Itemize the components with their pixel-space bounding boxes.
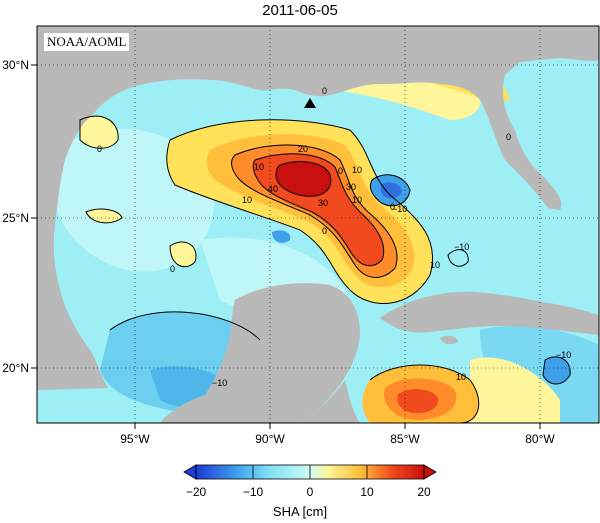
land-us-gulf-coast — [37, 26, 599, 390]
credit-label: NOAA/AOML — [44, 33, 130, 51]
land-florida — [505, 26, 599, 70]
contour-label: 0 — [506, 132, 511, 142]
land-cuba — [380, 291, 599, 335]
lat-tick-label-25n: 25°N — [2, 211, 29, 225]
contour-label: −10 — [212, 378, 227, 388]
lon-tick-label-95w: 95°W — [120, 432, 150, 446]
contour-label: 10 — [242, 195, 252, 205]
lon-tick-label-80w: 80°W — [525, 432, 555, 446]
colorbar-tick-label: 0 — [307, 485, 314, 499]
colorbar: −20 −10 0 10 20 — [183, 464, 437, 499]
contour-label: 10 — [456, 372, 466, 382]
colorbar-tick-label: 10 — [360, 485, 374, 499]
warm-region-west-small — [86, 209, 122, 223]
contour-label: 10 — [352, 165, 362, 175]
warm-region-west-blob — [80, 116, 119, 149]
land-central-america — [300, 380, 360, 423]
colorbar-label: SHA [cm] — [272, 504, 328, 519]
warm-region-south-right — [470, 357, 560, 423]
caribbean-eddy-core — [397, 389, 439, 414]
warm-region-center-small — [170, 241, 196, 267]
contour-label: 0 — [322, 86, 327, 96]
lat-tick-label-20n: 20°N — [2, 361, 29, 375]
colorbar-tick-label: −20 — [186, 485, 207, 499]
land-yucatan — [160, 283, 360, 423]
contour-label: −10 — [392, 204, 407, 214]
contour-label: 10 — [352, 195, 362, 205]
lon-tick-label-90w: 90°W — [255, 432, 285, 446]
colorbar-min-arrow — [183, 464, 197, 480]
contour-label: 10 — [430, 260, 440, 270]
lon-tick-label-85w: 85°W — [390, 432, 420, 446]
contour-label: 20 — [298, 144, 308, 154]
land-isle-of-pines — [440, 335, 458, 345]
loop-current-center — [276, 161, 331, 197]
contour-label: 30 — [346, 182, 356, 192]
contour-label: −10 — [454, 242, 469, 252]
contour-lines — [79, 115, 571, 423]
cold-eddy-caribbean — [543, 356, 571, 385]
contour-label: 30 — [318, 198, 328, 208]
contour-label: 0 — [322, 226, 327, 236]
contour-label: 0 — [390, 202, 395, 212]
plot-frame — [36, 25, 600, 424]
contour-label: 0 — [338, 166, 343, 176]
axis-ticks — [31, 64, 541, 429]
map-title: 2011-06-05 — [262, 2, 338, 19]
contour-label: 0 — [170, 264, 175, 274]
cold-eddy-small — [272, 230, 291, 243]
colorbar-tick-label: −10 — [243, 485, 264, 499]
station-marker — [304, 98, 316, 108]
grid-lines — [37, 26, 599, 423]
contour-label: 0 — [97, 144, 102, 154]
lat-tick-label-30n: 30°N — [2, 58, 29, 72]
contour-label: 40 — [268, 184, 278, 194]
colorbar-tick-label: 20 — [417, 485, 431, 499]
colorbar-max-arrow — [423, 464, 437, 480]
contour-label: −10 — [556, 350, 571, 360]
cold-eddy-east-core — [380, 182, 402, 199]
contour-label: 10 — [254, 162, 264, 172]
